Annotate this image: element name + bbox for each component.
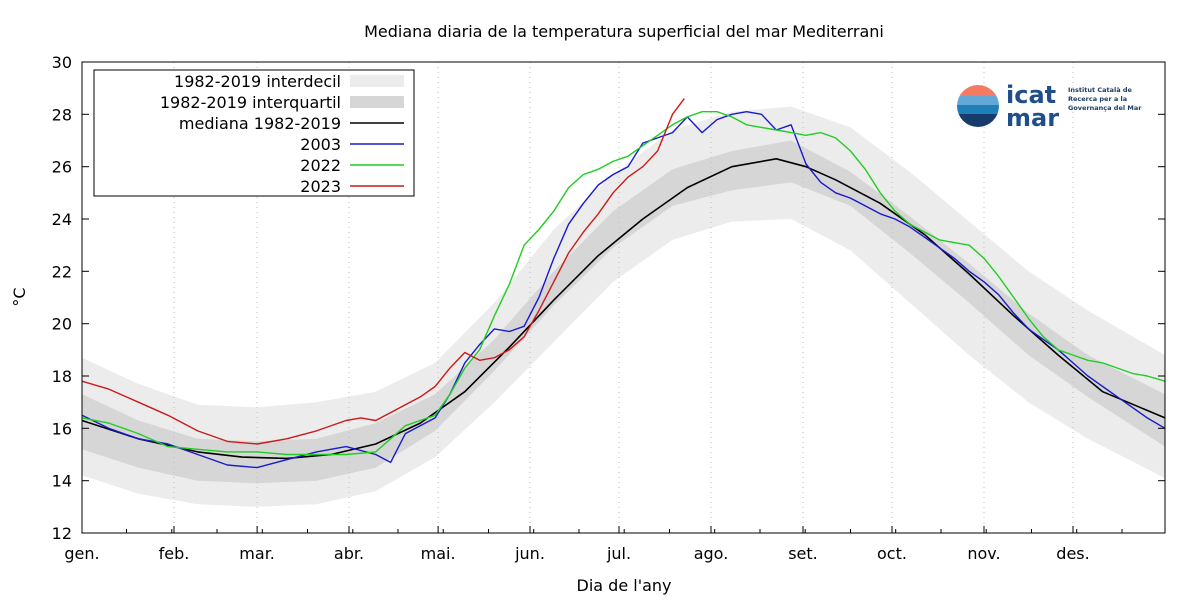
- x-tick-label: mar.: [239, 544, 275, 563]
- band-layer: [82, 106, 1165, 507]
- y-tick-label: 22: [52, 262, 72, 281]
- x-tick-label: feb.: [159, 544, 190, 563]
- y-tick-label: 24: [52, 210, 72, 229]
- y-tick-label: 14: [52, 472, 72, 491]
- series-line-2023: [81, 98, 685, 445]
- x-tick-label: des.: [1056, 544, 1089, 563]
- y-tick-label: 16: [52, 419, 72, 438]
- logo-word-mar: mar: [1006, 104, 1059, 132]
- x-tick-label: jun.: [514, 544, 545, 563]
- chart-title: Mediana diaria de la temperatura superfi…: [364, 22, 884, 41]
- legend-label: 1982-2019 interdecil: [174, 72, 341, 91]
- legend-swatch-band: [350, 75, 404, 87]
- legend-label: 2003: [300, 135, 341, 154]
- x-axis-label: Dia de l'any: [577, 576, 672, 595]
- y-tick-label: 26: [52, 158, 72, 177]
- x-tick-label: abr.: [334, 544, 364, 563]
- plot-frame: [81, 61, 1166, 534]
- y-tick-label: 28: [52, 105, 72, 124]
- icatmar-logo: icat mar Institut Català de Recerca per …: [957, 81, 1142, 132]
- y-tick-label: 20: [52, 315, 72, 334]
- x-tick-label: mai.: [421, 544, 456, 563]
- x-tick-label: ago.: [694, 544, 729, 563]
- logo-text-line2: Recerca per a la: [1068, 95, 1127, 103]
- legend-label: 2023: [300, 177, 341, 196]
- x-tick-label: oct.: [877, 544, 907, 563]
- grid-layer: [173, 62, 1074, 533]
- logo-word-icat: icat: [1006, 81, 1056, 109]
- y-axis-label: °C: [10, 287, 29, 306]
- band-interquartil: [82, 140, 1165, 484]
- logo-globe-icon: [957, 85, 999, 127]
- series-line-2022: [81, 110, 1166, 456]
- logo-text-line3: Governança del Mar: [1068, 104, 1142, 112]
- logo-text-line1: Institut Català de: [1068, 86, 1133, 94]
- legend-frame: [93, 69, 415, 197]
- legend: 1982-2019 interdecil 1982-2019 interquart…: [93, 69, 415, 197]
- series-line-mediana-1982-2019: [81, 158, 1166, 460]
- x-tick-label: gen.: [64, 544, 99, 563]
- y-tick-label: 30: [52, 53, 72, 72]
- x-tick-label: set.: [788, 544, 818, 563]
- legend-label: 1982-2019 interquartil: [160, 93, 341, 112]
- legend-label: mediana 1982-2019: [179, 114, 341, 133]
- legend-swatch-band: [350, 96, 404, 108]
- y-tick-label: 12: [52, 524, 72, 543]
- series-layer: [81, 98, 1166, 469]
- y-tick-label: 18: [52, 367, 72, 386]
- x-tick-label: jul.: [606, 544, 631, 563]
- series-line-2003: [81, 110, 1166, 469]
- x-tick-label: nov.: [967, 544, 1000, 563]
- legend-label: 2022: [300, 156, 341, 175]
